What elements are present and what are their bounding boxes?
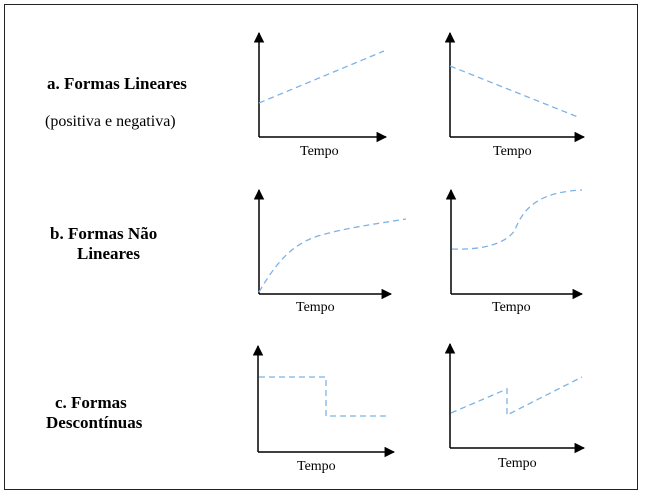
graph-a2-curve xyxy=(449,65,579,118)
row-c-title-line1: c. Formas xyxy=(55,393,127,412)
graph-c2-curve xyxy=(450,376,583,417)
figure-border xyxy=(4,4,638,490)
row-a-subtitle: (positiva e negativa) xyxy=(45,113,176,130)
graph-c1-curve xyxy=(259,376,390,417)
graph-a2-xlabel: Tempo xyxy=(493,144,532,159)
graph-a1: Tempo xyxy=(253,31,388,159)
row-b-title-line2: Lineares xyxy=(77,244,140,263)
graph-b2-xlabel: Tempo xyxy=(492,300,531,315)
row-b-title-line1: b. Formas Não xyxy=(50,224,158,243)
graph-a2: Tempo xyxy=(444,31,586,159)
graph-b2-curve xyxy=(451,189,583,250)
row-c-title-line2: Descontínuas xyxy=(46,413,143,432)
row-a-title: a. Formas Lineares xyxy=(47,74,187,93)
graph-b1: Tempo xyxy=(253,188,407,315)
graph-c1-xlabel: Tempo xyxy=(297,459,336,474)
graph-c1: Tempo xyxy=(252,344,396,474)
graph-a1-curve xyxy=(258,50,385,104)
graph-a1-xlabel: Tempo xyxy=(300,144,339,159)
graph-b1-xlabel: Tempo xyxy=(296,300,335,315)
graph-b1-curve xyxy=(258,218,407,293)
graph-c2-xlabel: Tempo xyxy=(498,456,537,471)
graph-b2: Tempo xyxy=(445,188,584,315)
graph-c2: Tempo xyxy=(444,342,586,471)
